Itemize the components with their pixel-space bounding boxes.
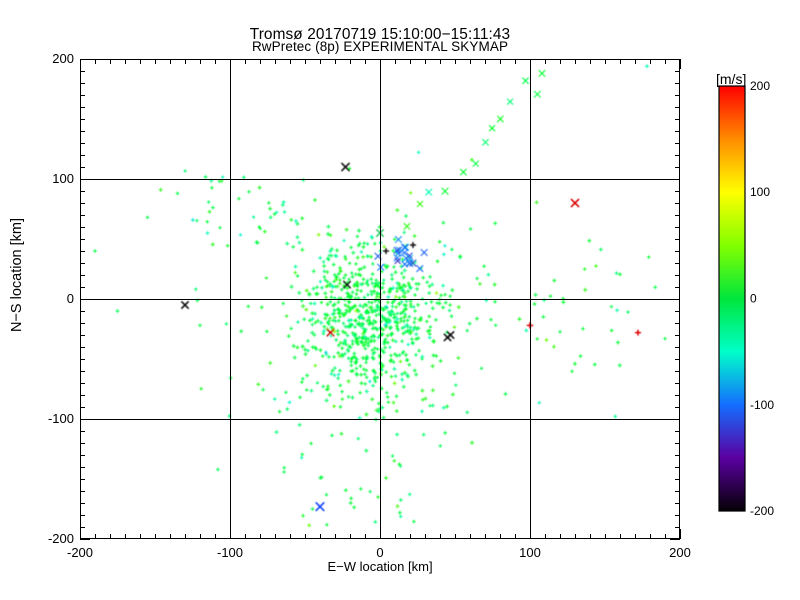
svg-text:0: 0 bbox=[376, 545, 383, 560]
svg-text:100: 100 bbox=[519, 545, 541, 560]
svg-text:-100: -100 bbox=[217, 545, 243, 560]
svg-text:-200: -200 bbox=[67, 545, 93, 560]
svg-text:-200: -200 bbox=[48, 531, 74, 546]
svg-text:200: 200 bbox=[750, 79, 770, 93]
svg-text:-200: -200 bbox=[750, 504, 774, 518]
svg-text:0: 0 bbox=[67, 291, 74, 306]
svg-text:200: 200 bbox=[669, 545, 691, 560]
svg-text:-100: -100 bbox=[48, 411, 74, 426]
svg-text:200: 200 bbox=[52, 51, 74, 66]
svg-text:0: 0 bbox=[750, 292, 757, 306]
svg-text:100: 100 bbox=[52, 171, 74, 186]
svg-text:[m/s]: [m/s] bbox=[716, 71, 746, 87]
svg-text:-100: -100 bbox=[750, 398, 774, 412]
svg-text:100: 100 bbox=[750, 185, 770, 199]
